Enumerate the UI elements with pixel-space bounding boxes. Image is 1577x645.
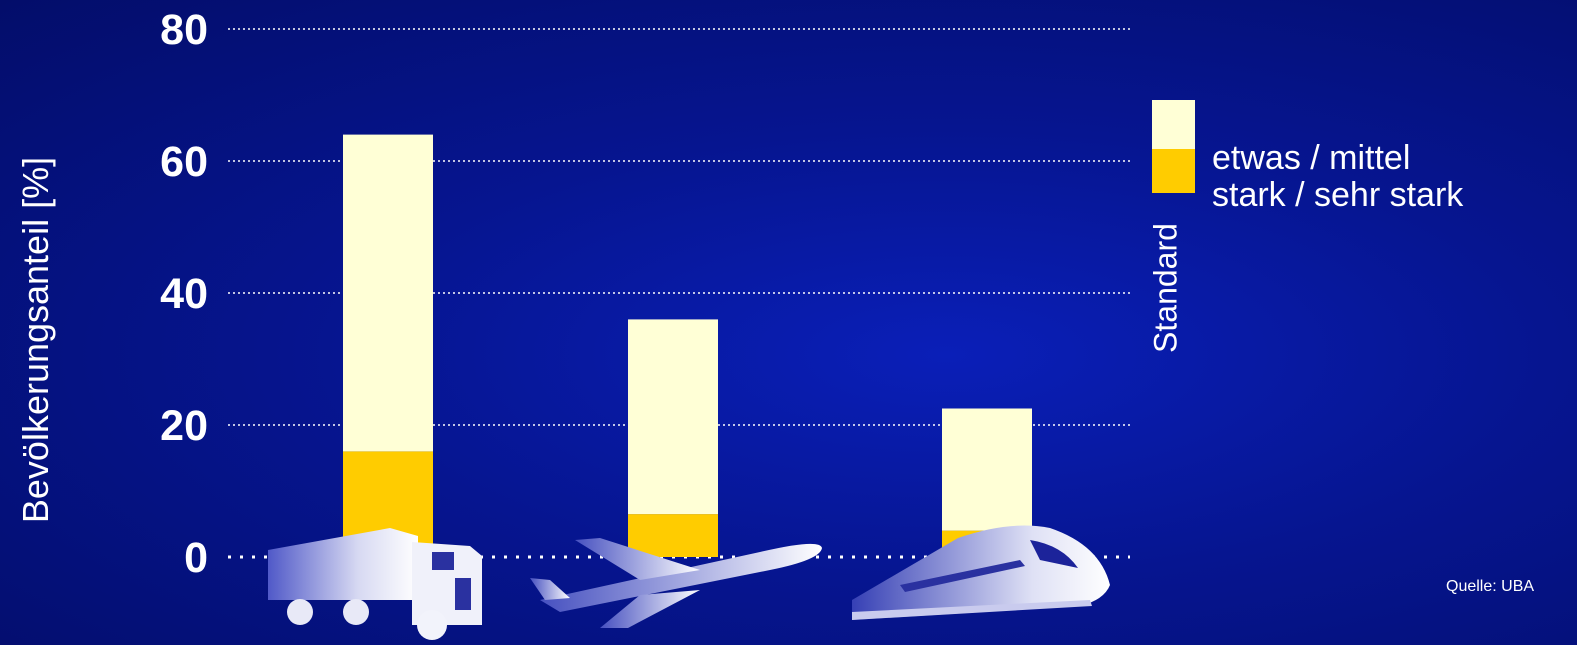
bar-truck-etwas-mittel xyxy=(343,134,433,452)
bar-airplane-etwas-mittel xyxy=(628,319,718,515)
y-axis-label: Bevölkerungsanteil [%] xyxy=(15,156,56,524)
legend-swatch-etwas-mittel xyxy=(1152,100,1195,149)
bars xyxy=(343,134,1032,557)
airplane-icon xyxy=(530,538,822,628)
y-tick-label-80: 80 xyxy=(160,6,208,54)
category-icons xyxy=(268,525,1110,640)
y-tick-label-20: 20 xyxy=(160,402,208,450)
legend-label-etwas-mittel: etwas / mittel xyxy=(1212,139,1411,177)
legend-label-stark-sehr-stark: stark / sehr stark xyxy=(1212,176,1464,214)
y-tick-labels: 0 20 40 60 80 xyxy=(160,6,208,582)
bar-train-etwas-mittel xyxy=(942,408,1032,531)
train-icon xyxy=(852,525,1110,620)
y-tick-label-40: 40 xyxy=(160,270,208,318)
source-note: Quelle: UBA xyxy=(1446,578,1535,595)
bar-airplane-stark-sehr-stark xyxy=(628,514,718,557)
legend-swatch-stark-sehr-stark xyxy=(1152,149,1195,193)
legend-note-standard: Standard xyxy=(1147,223,1184,353)
y-tick-label-60: 60 xyxy=(160,138,208,186)
y-tick-label-0: 0 xyxy=(184,534,208,582)
truck-icon xyxy=(268,528,482,640)
